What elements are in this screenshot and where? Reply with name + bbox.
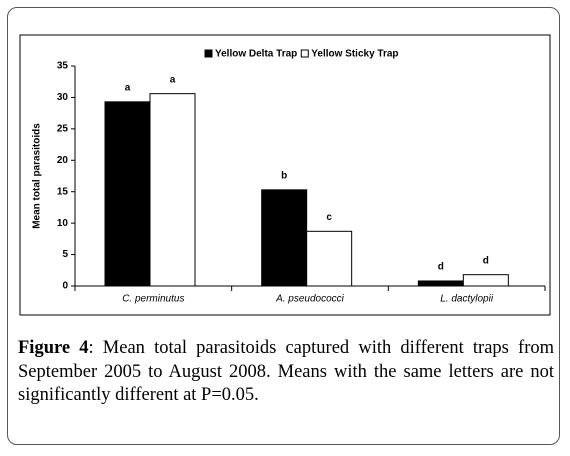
y-tick-label: 25 [57, 123, 69, 134]
bar [417, 280, 464, 287]
caption: Figure 4: Mean total parasitoids capture… [18, 337, 554, 408]
bar [149, 93, 196, 287]
significance-letter: d [483, 255, 489, 266]
y-tick-label: 35 [57, 61, 69, 72]
y-tick-label: 20 [57, 155, 69, 166]
significance-letter: a [125, 82, 131, 93]
legend-label: Yellow Sticky Trap [311, 49, 398, 60]
bar [104, 101, 151, 287]
figure-frame [7, 7, 560, 445]
significance-letter: c [326, 212, 332, 223]
caption-text: : Mean total parasitoids captured with d… [18, 338, 555, 405]
y-tick-label: 5 [62, 249, 68, 260]
y-tick-label: 0 [62, 281, 68, 292]
legend-swatch [300, 49, 309, 58]
chart-border [19, 34, 551, 316]
significance-letter: a [170, 74, 176, 85]
significance-letter: d [438, 262, 444, 273]
legend-swatch [204, 49, 213, 58]
y-axis-label: Mean total parasitoids [32, 123, 43, 229]
chart: Mean total parasitoids 0 5 10 15 20 25 30 35 a b d… [19, 34, 551, 316]
y-tick-label: 10 [57, 218, 69, 229]
x-tick-label: A. pseudococci [275, 294, 345, 305]
significance-letter: b [281, 170, 287, 181]
x-tick-label: C. perminutus [122, 294, 184, 305]
caption-label: Figure 4 [18, 338, 89, 358]
x-tick-label: L. dactylopii [440, 294, 494, 305]
bar [462, 274, 509, 287]
y-tick-label: 15 [57, 186, 69, 197]
y-tick-label: 30 [57, 92, 69, 103]
bar [306, 230, 353, 287]
bar [261, 189, 308, 287]
legend-label: Yellow Delta Trap [215, 49, 297, 60]
